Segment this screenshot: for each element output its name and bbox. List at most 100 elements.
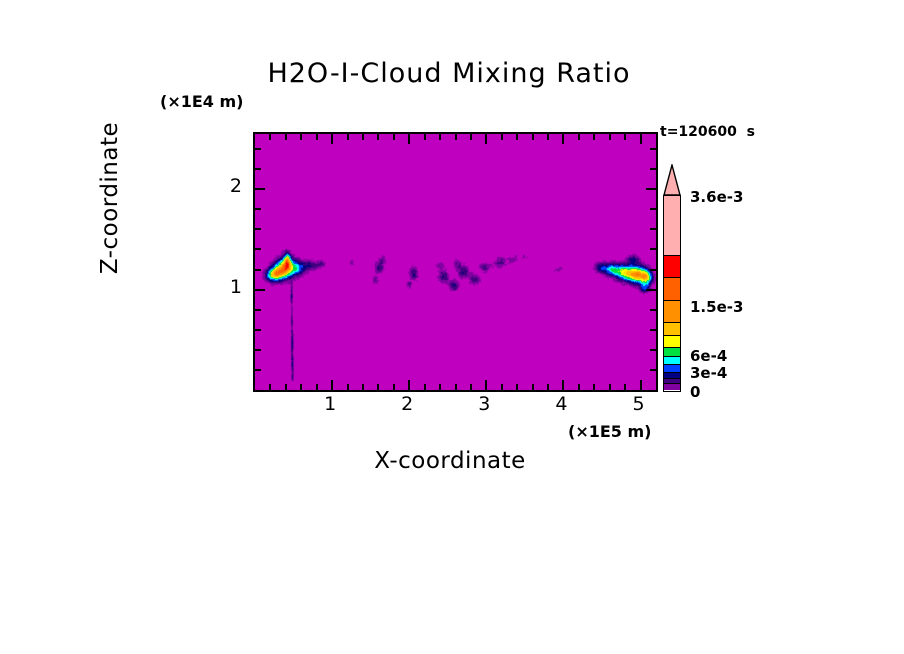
- x-minor-tick-top: [516, 134, 519, 140]
- z-minor-tick: [255, 348, 261, 351]
- x-minor-tick: [377, 384, 380, 390]
- x-tick-label: 2: [401, 393, 414, 415]
- x-tick-label: 3: [478, 393, 491, 415]
- x-minor-tick: [624, 384, 627, 390]
- plot-area[interactable]: [253, 132, 658, 392]
- colorbar-tick-label: 6e-4: [690, 347, 728, 365]
- colorbar-band: [664, 347, 680, 356]
- colorbar-band: [664, 196, 680, 256]
- x-minor-tick-top: [624, 134, 627, 140]
- colorbar-tick-label: 3.6e-3: [690, 188, 744, 206]
- x-minor-tick-top: [577, 134, 580, 140]
- x-minor-tick-top: [439, 134, 442, 140]
- z-minor-tick-right: [650, 308, 656, 311]
- z-minor-tick: [255, 368, 261, 371]
- colorbar-band: [664, 277, 680, 300]
- z-major-tick-right: [646, 188, 656, 191]
- x-minor-tick-top: [361, 134, 364, 140]
- x-minor-tick-top: [500, 134, 503, 140]
- colorbar-extend-arrow: [663, 164, 681, 196]
- x-minor-tick: [516, 384, 519, 390]
- x-minor-tick: [392, 384, 395, 390]
- colorbar-tick-label: 1.5e-3: [690, 298, 744, 316]
- x-minor-tick: [423, 384, 426, 390]
- colorbar-band-separator: [664, 364, 680, 365]
- x-minor-tick: [300, 384, 303, 390]
- x-minor-tick: [577, 384, 580, 390]
- z-minor-tick-right: [650, 208, 656, 211]
- x-minor-tick: [593, 384, 596, 390]
- z-minor-tick: [255, 328, 261, 331]
- colorbar-tick-label: 0: [690, 383, 701, 401]
- z-major-tick-right: [646, 288, 656, 291]
- z-tick-label: 2: [229, 175, 242, 198]
- x-minor-tick: [361, 384, 364, 390]
- x-minor-tick-top: [547, 134, 550, 140]
- colorbar-band-separator: [664, 277, 680, 279]
- x-minor-tick-top: [377, 134, 380, 140]
- colorbar-bands: [663, 195, 681, 392]
- x-minor-tick: [269, 384, 272, 390]
- colorbar-band-separator: [664, 355, 680, 357]
- x-minor-tick-top: [423, 134, 426, 140]
- colorbar-band-separator: [664, 322, 680, 324]
- x-axis-title: X-coordinate: [0, 448, 904, 474]
- colorbar-band: [664, 383, 680, 390]
- z-minor-tick: [255, 228, 261, 231]
- z-minor-tick-right: [650, 168, 656, 171]
- colorbar-band-separator: [664, 378, 680, 380]
- y-axis-title: Z-coordinate: [97, 121, 123, 275]
- x-minor-tick-top: [346, 134, 349, 140]
- x-minor-tick: [315, 384, 318, 390]
- x-minor-tick-top: [392, 134, 395, 140]
- chart-title-text: H2O-I-Cloud Mixing Ratio: [267, 58, 631, 89]
- colorbar-band-separator: [664, 347, 680, 349]
- x-tick-label: 4: [555, 393, 568, 415]
- contour-field: [255, 134, 656, 390]
- z-minor-tick-right: [650, 268, 656, 271]
- x-minor-tick-top: [315, 134, 318, 140]
- y-units-label: (×1E4 m): [160, 92, 244, 111]
- x-minor-tick: [454, 384, 457, 390]
- z-minor-tick-right: [650, 228, 656, 231]
- colorbar-band: [664, 322, 680, 335]
- x-major-tick-top: [639, 134, 642, 144]
- colorbar-band-separator: [664, 372, 680, 374]
- x-minor-tick-top: [469, 134, 472, 140]
- x-major-tick-top: [331, 134, 334, 144]
- colorbar-band-separator: [664, 334, 680, 336]
- x-minor-tick: [608, 384, 611, 390]
- z-major-tick: [255, 288, 265, 291]
- x-major-tick: [562, 380, 565, 390]
- z-minor-tick: [255, 208, 261, 211]
- colorbar-tick-label: 3e-4: [690, 364, 728, 382]
- x-minor-tick: [500, 384, 503, 390]
- x-minor-tick: [469, 384, 472, 390]
- colorbar[interactable]: [663, 164, 681, 392]
- x-minor-tick: [531, 384, 534, 390]
- colorbar-band: [664, 334, 680, 348]
- x-minor-tick: [439, 384, 442, 390]
- x-tick-label: 1: [324, 393, 337, 415]
- x-minor-tick-top: [269, 134, 272, 140]
- z-minor-tick-right: [650, 248, 656, 251]
- colorbar-band-separator: [664, 383, 680, 385]
- x-units-label: (×1E5 m): [568, 422, 652, 441]
- z-tick-label: 1: [229, 275, 242, 298]
- x-tick-label: 5: [632, 393, 645, 415]
- x-major-tick-top: [408, 134, 411, 144]
- x-major-tick: [639, 380, 642, 390]
- x-minor-tick-top: [284, 134, 287, 140]
- z-minor-tick: [255, 308, 261, 311]
- chart-title: H2O-I-Cloud Mixing Ratio: [0, 58, 904, 89]
- z-minor-tick: [255, 148, 261, 151]
- colorbar-band: [664, 299, 680, 323]
- x-minor-tick-top: [593, 134, 596, 140]
- colorbar-band: [664, 378, 680, 383]
- x-minor-tick: [547, 384, 550, 390]
- x-major-tick: [331, 380, 334, 390]
- x-minor-tick-top: [300, 134, 303, 140]
- x-axis-title-text: X-coordinate: [374, 448, 526, 474]
- z-minor-tick-right: [650, 368, 656, 371]
